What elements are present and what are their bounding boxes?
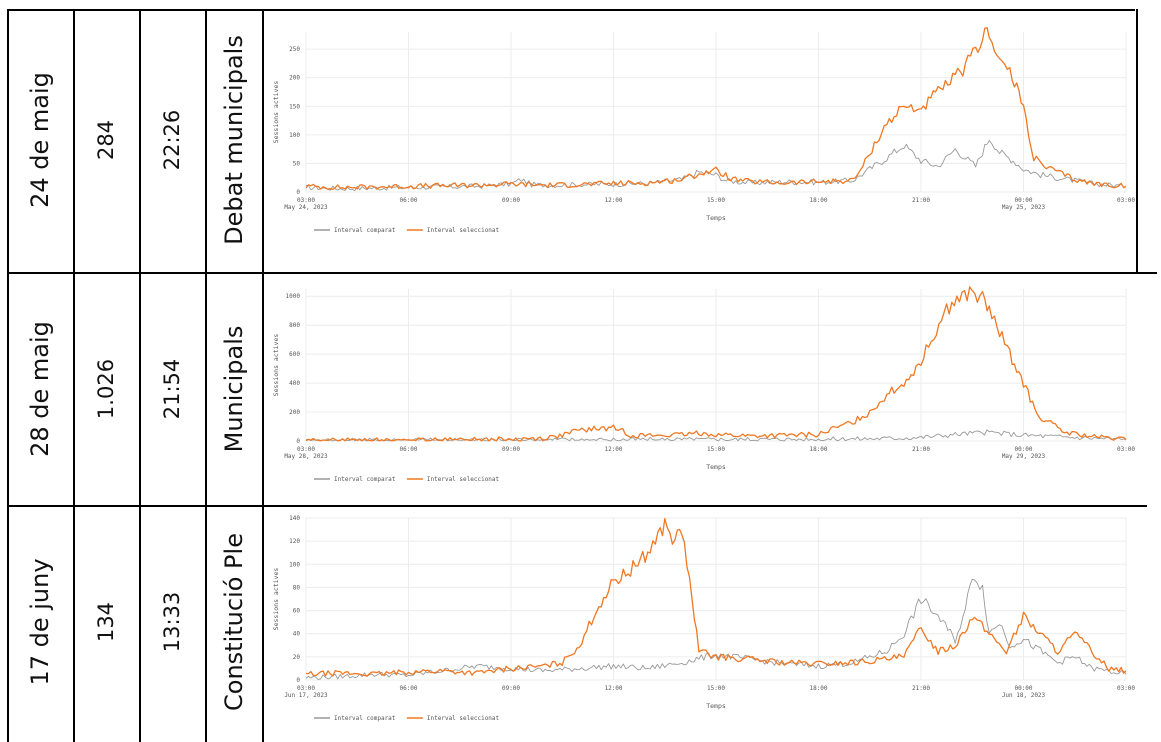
row-date: 28 de maig — [26, 321, 54, 457]
y-tick-label: 0 — [296, 677, 300, 684]
y-tick-label: 0 — [296, 189, 300, 196]
x-tick-label: 15:00 — [707, 446, 725, 453]
x-tick-label: 21:00 — [912, 197, 930, 204]
x-tick-label: 03:00 — [297, 446, 315, 453]
x-tick-label: 15:00 — [707, 197, 725, 204]
x-tick-label: 00:00 — [1014, 685, 1032, 692]
x-tick-date-label: Jun 17, 2023 — [284, 692, 328, 699]
row-peak-time: 22:26 — [160, 109, 184, 171]
x-tick-label: 03:00 — [297, 197, 315, 204]
x-tick-label: 18:00 — [809, 197, 827, 204]
x-tick-date-label: May 24, 2023 — [284, 204, 328, 211]
x-tick-label: 09:00 — [502, 685, 520, 692]
x-tick-label: 03:00 — [297, 685, 315, 692]
x-tick-label: 15:00 — [707, 685, 725, 692]
y-tick-label: 400 — [289, 380, 300, 387]
series-line-selected — [305, 517, 1127, 677]
column-divider — [7, 9, 9, 742]
row-divider — [7, 505, 1147, 507]
y-tick-label: 140 — [289, 515, 300, 522]
y-tick-label: 200 — [289, 75, 300, 82]
column-divider — [73, 9, 75, 742]
y-tick-label: 1000 — [286, 293, 301, 300]
series-line-selected — [305, 27, 1127, 191]
x-tick-label: 09:00 — [502, 197, 520, 204]
y-tick-label: 50 — [293, 160, 301, 167]
row-divider — [7, 272, 1157, 274]
x-tick-label: 06:00 — [399, 197, 417, 204]
row-peak-sessions: 1.026 — [94, 358, 118, 420]
x-tick-label: 21:00 — [912, 446, 930, 453]
x-tick-label: 12:00 — [604, 197, 622, 204]
row-event: Debat municipals — [220, 35, 248, 245]
y-tick-label: 100 — [289, 132, 300, 139]
x-tick-label: 03:00 — [1117, 446, 1135, 453]
legend-label: Interval seleccionat — [427, 715, 500, 722]
legend-label: Interval seleccionat — [427, 227, 500, 234]
y-tick-label: 80 — [293, 584, 301, 591]
y-tick-label: 600 — [289, 351, 300, 358]
legend-label: Interval comparat — [334, 227, 396, 234]
column-divider — [139, 9, 141, 742]
y-tick-label: 60 — [293, 608, 301, 615]
y-tick-label: 200 — [289, 409, 300, 416]
row-peak-time: 21:54 — [160, 358, 184, 420]
y-axis-label: Sessions actives — [272, 334, 280, 397]
y-tick-label: 100 — [289, 561, 300, 568]
x-tick-label: 03:00 — [1117, 685, 1135, 692]
x-tick-label: 12:00 — [604, 446, 622, 453]
column-divider — [1136, 9, 1138, 272]
x-tick-label: 06:00 — [399, 446, 417, 453]
row-peak-sessions: 284 — [94, 119, 118, 161]
y-tick-label: 20 — [293, 654, 301, 661]
row-peak-sessions: 134 — [94, 601, 118, 643]
x-tick-label: 03:00 — [1117, 197, 1135, 204]
row-peak-time: 13:33 — [160, 591, 184, 653]
x-tick-date-label: May 29, 2023 — [1002, 453, 1046, 460]
row-event: Municipals — [220, 325, 248, 453]
x-tick-label: 18:00 — [809, 685, 827, 692]
x-tick-label: 12:00 — [604, 685, 622, 692]
legend-label: Interval seleccionat — [427, 476, 500, 483]
legend-label: Interval comparat — [334, 715, 396, 722]
y-tick-label: 0 — [296, 438, 300, 445]
x-axis-label: Temps — [706, 702, 726, 710]
x-tick-date-label: Jun 18, 2023 — [1002, 692, 1046, 699]
row-date: 24 de maig — [26, 72, 54, 208]
x-axis-label: Temps — [706, 214, 726, 222]
y-tick-label: 250 — [289, 46, 300, 53]
x-tick-label: 00:00 — [1014, 197, 1032, 204]
legend-label: Interval comparat — [334, 476, 396, 483]
x-tick-label: 09:00 — [502, 446, 520, 453]
series-line-compared — [305, 140, 1127, 192]
y-axis-label: Sessions actives — [272, 81, 280, 144]
y-axis-label: Sessions actives — [272, 568, 280, 631]
x-tick-label: 21:00 — [912, 685, 930, 692]
x-tick-label: 06:00 — [399, 685, 417, 692]
y-tick-label: 800 — [289, 322, 300, 329]
x-tick-label: 18:00 — [809, 446, 827, 453]
x-tick-date-label: May 25, 2023 — [1002, 204, 1046, 211]
y-tick-label: 150 — [289, 103, 300, 110]
row-divider — [7, 9, 1135, 11]
row-date: 17 de juny — [26, 558, 54, 686]
x-tick-label: 00:00 — [1014, 446, 1032, 453]
y-tick-label: 40 — [293, 631, 301, 638]
y-tick-label: 120 — [289, 538, 300, 545]
series-line-selected — [305, 286, 1127, 442]
column-divider — [262, 9, 264, 742]
row-event: Constitució Ple — [220, 533, 248, 711]
column-divider — [205, 9, 207, 742]
x-axis-label: Temps — [706, 463, 726, 471]
x-tick-date-label: May 28, 2023 — [284, 453, 328, 460]
